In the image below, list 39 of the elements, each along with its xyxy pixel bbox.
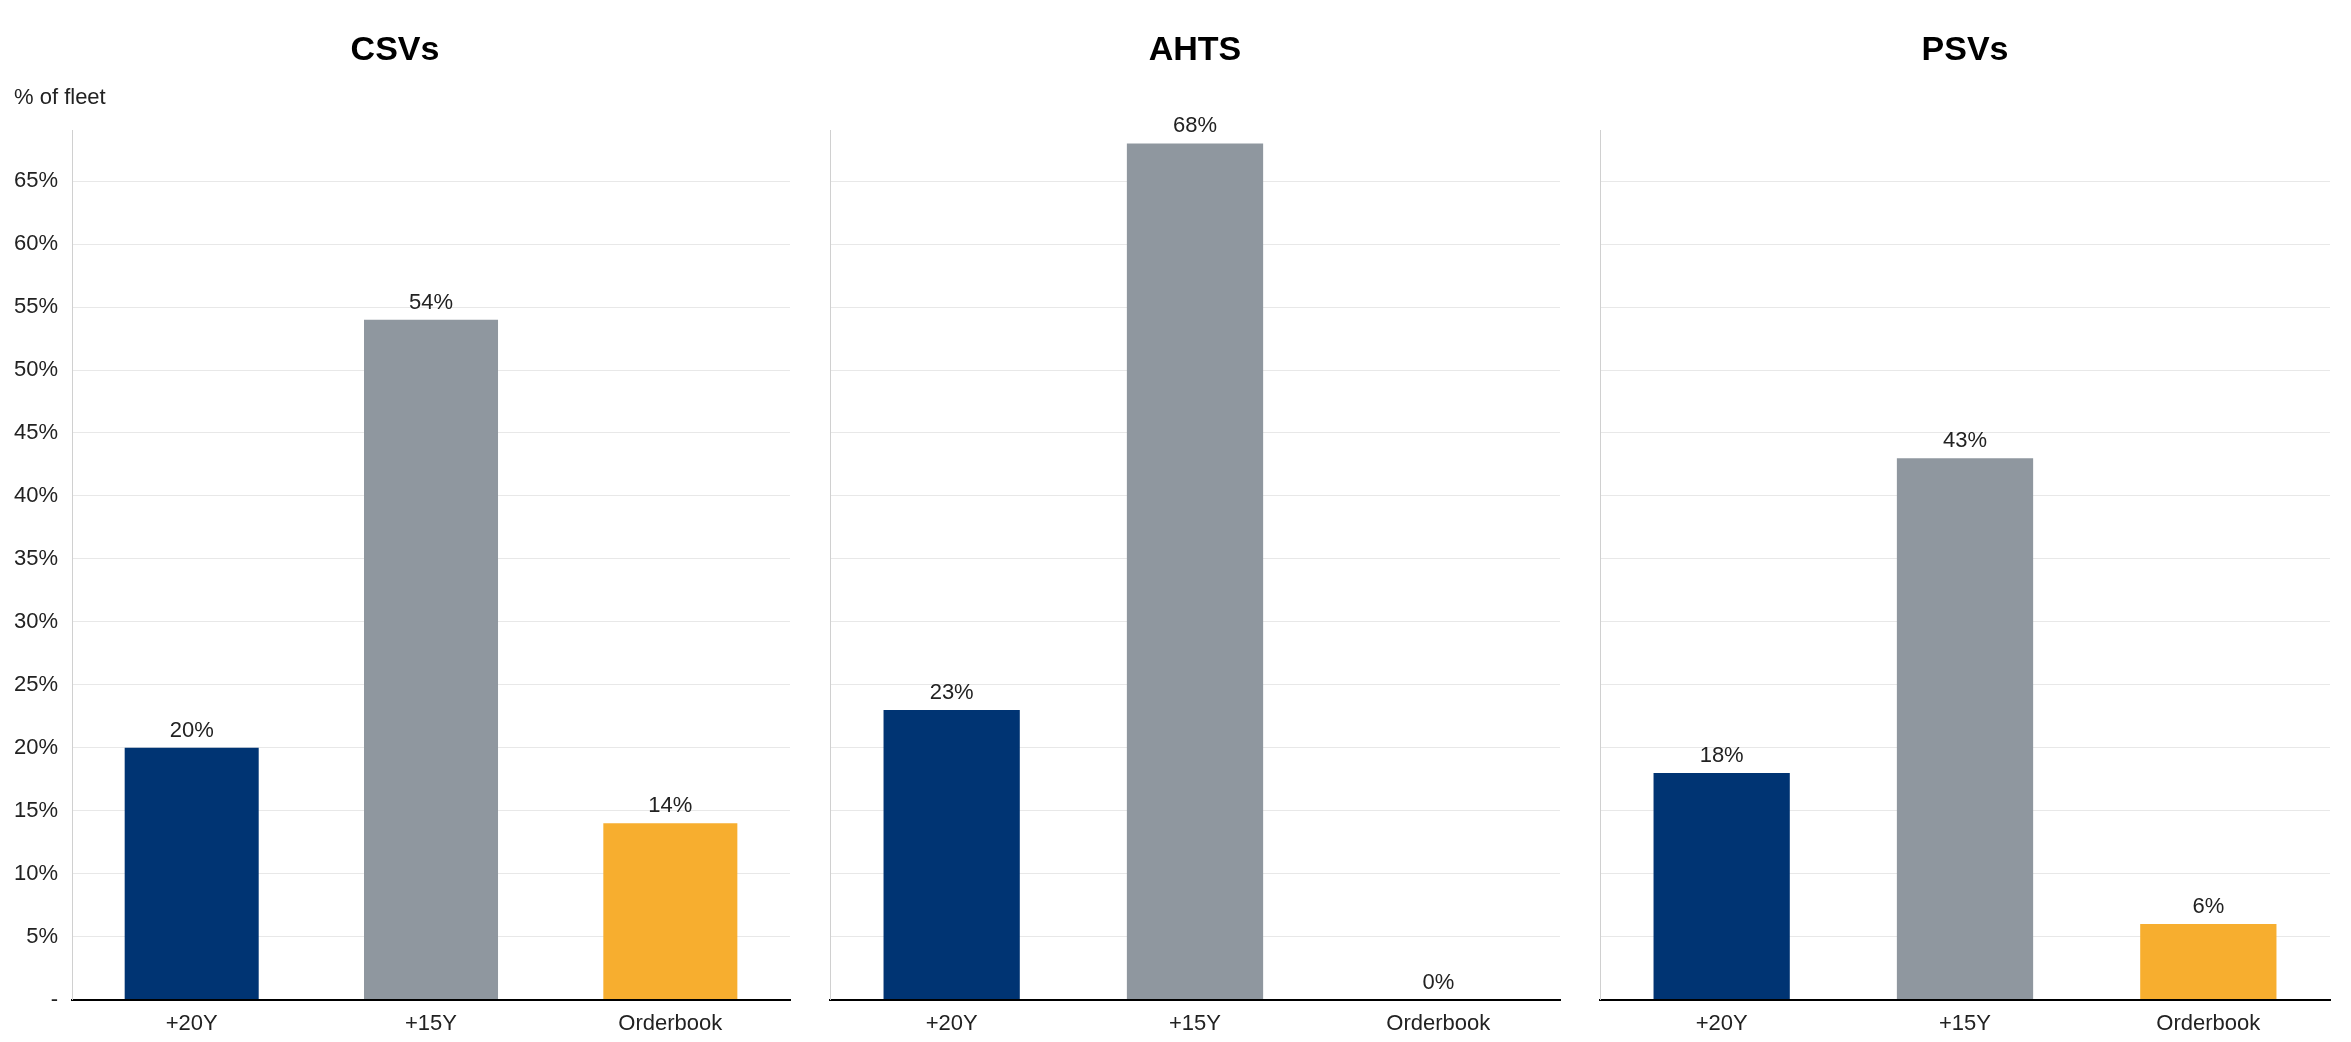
chart-title: AHTS xyxy=(1148,28,1242,67)
chart-title: PSVs xyxy=(1921,28,2009,67)
y-tick-label: 20% xyxy=(13,733,59,759)
y-tick-label: 40% xyxy=(13,482,59,508)
x-tick-label: +15Y xyxy=(1169,1009,1222,1035)
y-tick-label: 50% xyxy=(13,356,59,382)
x-tick-label: +15Y xyxy=(1939,1009,1992,1035)
x-tick-label: Orderbook xyxy=(2156,1009,2262,1035)
y-tick-label: 30% xyxy=(13,607,59,633)
y-tick-label: 25% xyxy=(13,670,59,696)
chart-title: CSVs xyxy=(350,28,440,67)
data-label: 23% xyxy=(929,679,974,705)
y-tick-label: 65% xyxy=(13,167,59,193)
data-label: 43% xyxy=(1942,427,1988,453)
data-label: 68% xyxy=(1172,112,1218,138)
y-tick-label: 60% xyxy=(13,230,59,256)
bar xyxy=(124,747,259,1000)
bar xyxy=(364,319,499,1000)
x-tick-label: Orderbook xyxy=(618,1009,724,1035)
data-label: 18% xyxy=(1699,742,1744,768)
y-tick-label: 5% xyxy=(26,922,59,948)
y-tick-label: 15% xyxy=(13,796,59,822)
data-label: 6% xyxy=(2192,893,2225,919)
data-label: 14% xyxy=(648,792,693,818)
y-tick-label: - xyxy=(50,985,59,1011)
bar xyxy=(603,823,738,1000)
y-tick-label: 10% xyxy=(13,859,59,885)
x-tick-label: +20Y xyxy=(1695,1009,1748,1035)
x-tick-label: Orderbook xyxy=(1386,1009,1492,1035)
x-tick-label: +20Y xyxy=(925,1009,978,1035)
x-tick-label: +15Y xyxy=(405,1009,458,1035)
data-label: 20% xyxy=(169,716,214,742)
x-tick-label: +20Y xyxy=(165,1009,219,1035)
y-tick-label: 45% xyxy=(13,419,59,445)
data-label: 0% xyxy=(1422,968,1455,994)
data-label: 54% xyxy=(408,288,454,314)
y-tick-label: 35% xyxy=(13,544,59,570)
y-axis-title: % of fleet xyxy=(14,83,106,109)
y-tick-label: 55% xyxy=(13,293,59,319)
